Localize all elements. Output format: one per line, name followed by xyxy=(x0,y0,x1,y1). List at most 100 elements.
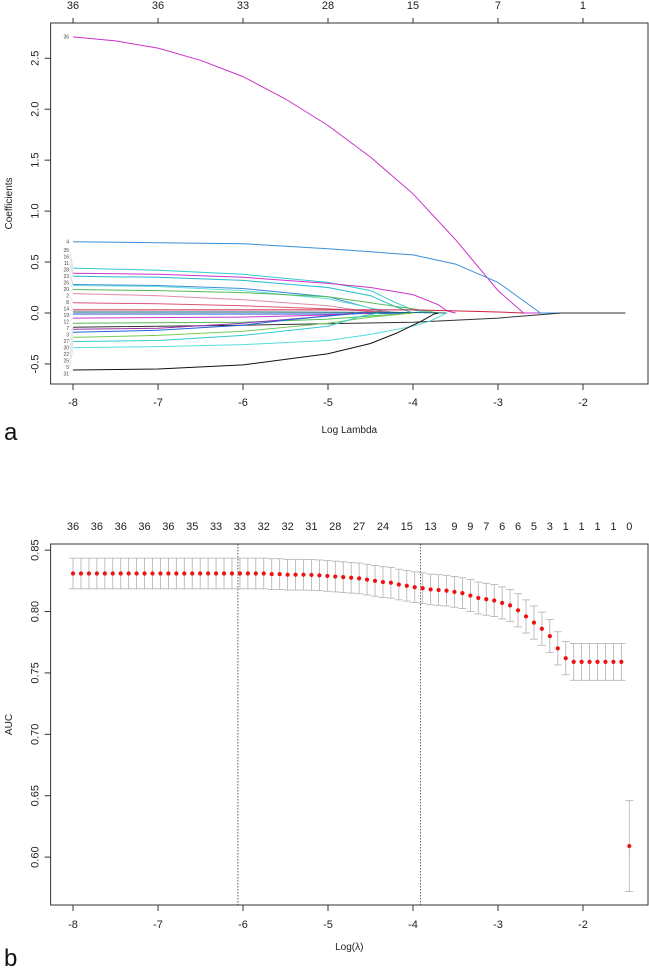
top-axis-label: 7 xyxy=(483,521,489,533)
coefficient-path-16 xyxy=(72,272,456,314)
series-label: 11 xyxy=(64,261,69,267)
auc-point xyxy=(182,571,187,576)
y-tick-label: 2.5 xyxy=(30,51,42,66)
auc-point xyxy=(444,588,449,593)
auc-point xyxy=(237,571,243,576)
auc-point xyxy=(269,571,274,577)
plot-frame xyxy=(50,22,649,385)
auc-point xyxy=(500,600,505,606)
auc-point xyxy=(150,571,155,576)
series-label-leader xyxy=(69,269,74,285)
auc-point xyxy=(78,571,84,576)
x-tick-label: -8 xyxy=(68,919,78,931)
auc-point xyxy=(515,608,521,613)
cross-validation-auc-plot: -8 -7 -6 -5 -4 -3 -2 0.60 0.65 0.70 0.75 0.80 0.85 Lo… xyxy=(4,521,649,970)
top-axis-label: 33 xyxy=(210,521,222,533)
auc-point xyxy=(531,620,537,625)
auc-point xyxy=(333,574,338,579)
auc-point xyxy=(357,576,362,581)
auc-point xyxy=(309,572,314,578)
auc-point xyxy=(94,571,99,576)
x-tick-label: -5 xyxy=(323,397,333,409)
coefficient-path-26 xyxy=(72,289,439,314)
x-tick-label: -5 xyxy=(323,919,333,931)
top-axis-label: 13 xyxy=(425,521,437,533)
auc-point xyxy=(412,585,417,590)
series-label-leader xyxy=(69,256,74,274)
y-axis-label: Coefficients xyxy=(4,177,15,229)
top-axis-label: 9 xyxy=(467,521,473,533)
x-tick-label: -3 xyxy=(493,397,503,409)
auc-point xyxy=(508,603,513,608)
series-label: 19 xyxy=(63,313,69,319)
auc-point xyxy=(492,598,497,603)
top-axis-label: 1 xyxy=(580,0,586,12)
coefficient-path-4 xyxy=(72,241,626,314)
coefficient-path-2 xyxy=(72,302,414,314)
series-label: 12 xyxy=(63,319,69,325)
auc-point xyxy=(261,571,266,576)
auc-point xyxy=(166,571,171,576)
series-label-leader xyxy=(69,341,74,361)
coefficient-path-30 xyxy=(72,312,363,333)
series-label: 26 xyxy=(63,280,69,286)
series-label: 28 xyxy=(63,267,69,273)
auc-point xyxy=(364,577,370,582)
series-label-leader xyxy=(69,288,74,294)
panel-label: b xyxy=(4,945,17,970)
top-axis-label: 1 xyxy=(610,521,616,533)
coefficient-path-36 xyxy=(72,36,626,314)
series-label-leader xyxy=(69,308,74,313)
coefficient-path-19 xyxy=(73,312,414,315)
top-axis-label: 15 xyxy=(407,0,419,12)
auc-point xyxy=(142,571,147,576)
auc-point xyxy=(213,571,219,576)
auc-point xyxy=(420,586,425,591)
auc-point xyxy=(460,591,465,596)
series-label: 36 xyxy=(63,35,69,41)
auc-point xyxy=(428,587,433,592)
auc-point xyxy=(70,571,76,576)
auc-point xyxy=(229,571,235,576)
auc-point xyxy=(372,578,378,583)
coefficient-path-8 xyxy=(73,309,524,314)
y-axis-label: AUC xyxy=(4,714,15,735)
top-axis-label: 32 xyxy=(258,521,270,533)
auc-point xyxy=(523,614,529,619)
series-label-leader xyxy=(69,250,74,269)
auc-point xyxy=(206,571,211,576)
auc-point xyxy=(301,572,306,577)
y-tick-label: 0.75 xyxy=(30,662,42,683)
y-tick-label: 0.85 xyxy=(30,539,42,560)
auc-point xyxy=(396,582,401,587)
top-axis-label: 33 xyxy=(237,0,249,12)
top-axis-label: 36 xyxy=(91,521,103,533)
auc-point xyxy=(126,571,131,576)
series-label-leader xyxy=(69,347,74,368)
auc-point xyxy=(571,659,576,664)
series-label-leader xyxy=(69,275,74,286)
series-label: 25 xyxy=(63,358,69,364)
series-label: 31 xyxy=(63,371,69,377)
auc-point xyxy=(158,571,163,576)
auc-point xyxy=(436,587,441,593)
y-tick-label: 0.70 xyxy=(30,724,42,745)
auc-point xyxy=(317,573,322,578)
series-label-leader xyxy=(69,327,74,335)
series-label: 5 xyxy=(66,365,69,371)
top-axis-label: 1 xyxy=(579,521,585,533)
x-tick-label: -6 xyxy=(238,919,248,931)
auc-point xyxy=(388,580,394,585)
coefficient-path-3 xyxy=(72,312,626,328)
series-label-leader xyxy=(69,263,74,277)
auc-point xyxy=(619,659,624,664)
series-label: 20 xyxy=(63,287,69,293)
top-axis-label: 5 xyxy=(531,521,537,533)
plot-frame xyxy=(50,543,649,906)
x-tick-label: -4 xyxy=(408,919,418,931)
x-tick-label: -6 xyxy=(238,397,248,409)
auc-point xyxy=(118,571,123,576)
series-label-leader xyxy=(69,301,74,311)
auc-point xyxy=(134,571,139,576)
y-tick-label: 0.65 xyxy=(30,785,42,806)
